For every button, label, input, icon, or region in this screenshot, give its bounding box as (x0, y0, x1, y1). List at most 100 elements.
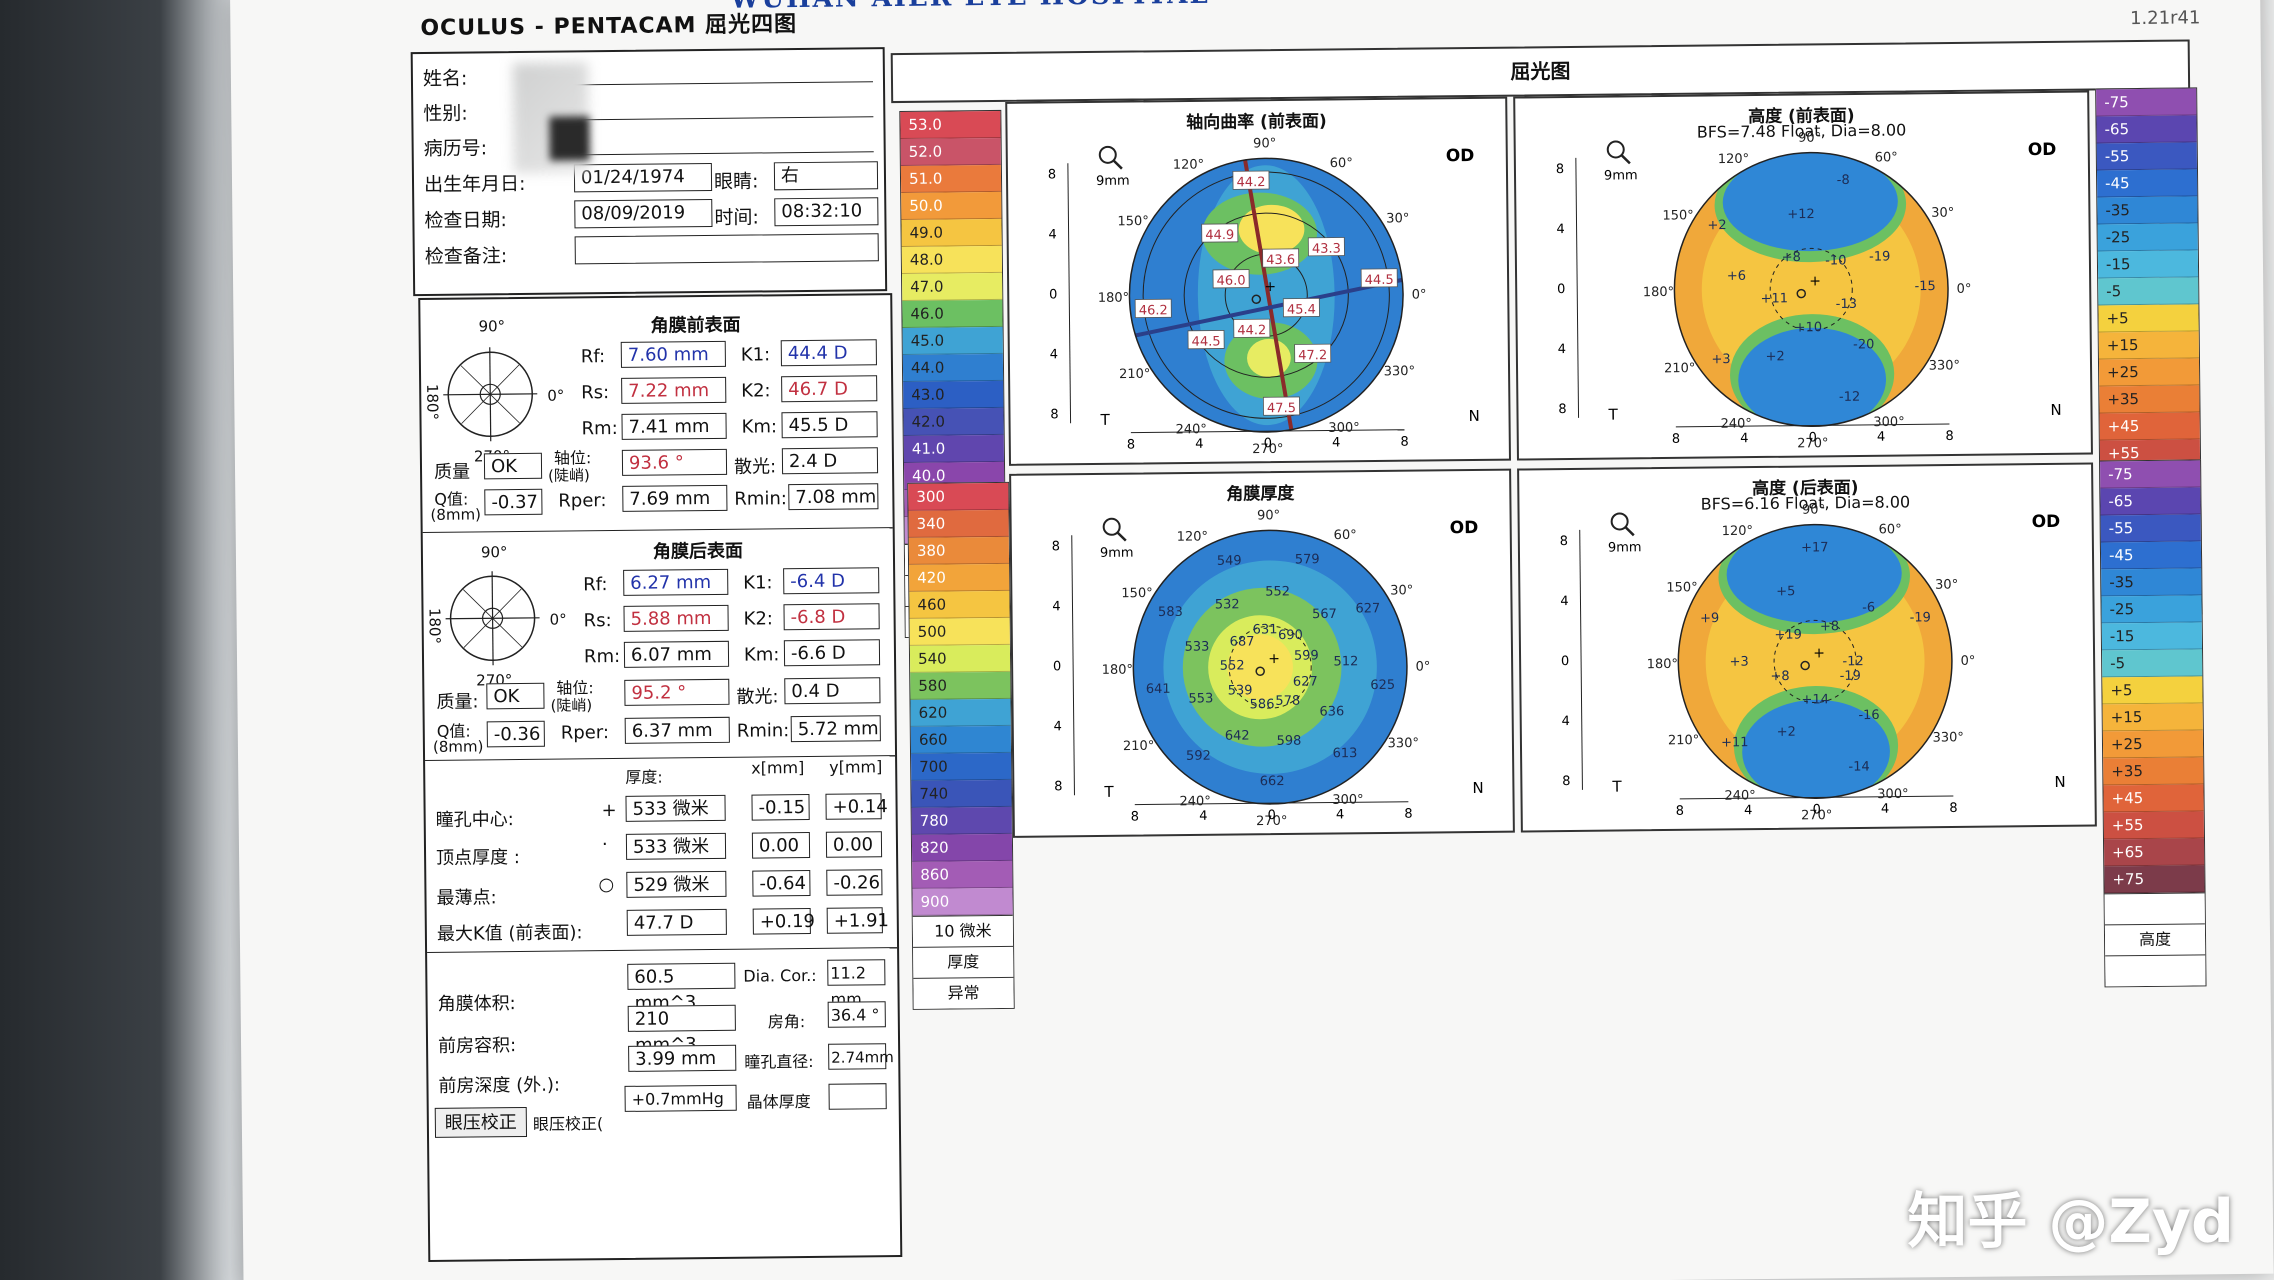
pachy-row-x: -0.15 (751, 793, 810, 821)
iop-correction-button[interactable]: 眼压校正 (434, 1106, 528, 1138)
post-rper-value: 6.37 mm (624, 716, 730, 744)
map-value: +8 (1782, 250, 1801, 265)
post-rs-value: 5.88 mm (623, 604, 729, 632)
ant-quality-label: 质量 (433, 461, 471, 483)
post-astig-value: 0.4 D (784, 677, 881, 705)
ant-k1-label: K1: (740, 344, 771, 366)
map-value-box (1134, 298, 1172, 318)
nasal-label: N (2050, 401, 2061, 419)
zoom-icon[interactable] (1102, 517, 1127, 542)
map-value: 625 (1370, 678, 1395, 693)
vertical-axis (1575, 157, 1580, 418)
scale-cell: -15 (2101, 622, 2203, 651)
y-tick-label: 4 (1560, 594, 1568, 609)
map-value: +11 (1761, 291, 1789, 306)
y-tick-label: 4 (1048, 227, 1056, 242)
zoom-icon[interactable] (1610, 512, 1635, 537)
y-tick-label: 8 (1050, 407, 1058, 422)
angle-label: 90° (1257, 508, 1280, 523)
ant-quality-value: OK (483, 452, 543, 480)
y-tick-label: 8 (1562, 774, 1570, 789)
eye-label: OD (1450, 518, 1479, 538)
map-value: 687 (1230, 634, 1255, 649)
ant-rper-label: Rper: (558, 490, 607, 512)
angle-label: 90° (1253, 136, 1276, 151)
map-value: 47.5 (1267, 401, 1296, 416)
post-km-label: Km: (743, 644, 780, 666)
x-tick-label: 4 (1877, 430, 1885, 445)
pentacam-report-sheet: OCULUS - PENTACAM 屈光四图 WUHAN AIER EYE HO… (230, 0, 2274, 1280)
pachy-row-x: +0.19 (752, 907, 815, 935)
map-value: 44.5 (1365, 273, 1394, 288)
angle-value: 36.4 ° (827, 1001, 886, 1028)
map-value: 627 (1293, 674, 1318, 689)
pachy-row-y: +0.14 (825, 793, 888, 820)
posterior-elevation-map-panel[interactable]: 高度 (后表面) BFS=6.16 Float, Dia=8.00 90° 60° 30… (1517, 462, 2097, 833)
chamber-volume-label: 前房容积: (437, 1035, 517, 1057)
map-value: +8 (1820, 619, 1839, 634)
hospital-name: WUHAN AIER EYE HOSPITAL (730, 0, 1210, 15)
pachy-row-symbol: · (601, 834, 608, 856)
pachy-row-label: 最大K值 (前表面): (436, 922, 583, 945)
map-value: +14 (1801, 692, 1829, 707)
y-tick-label: 4 (1050, 347, 1058, 362)
post-q-sub: (8mm) (432, 737, 484, 756)
map-value: +2 (1777, 725, 1796, 740)
angle-label: 90° (1798, 131, 1821, 146)
scale-cell: 50.0 (901, 191, 1002, 220)
angle-label: 210° (1119, 367, 1150, 382)
map-value: +3 (1729, 655, 1748, 670)
map-value: 46.2 (1139, 303, 1168, 318)
scale-cell: 620 (910, 698, 1011, 727)
y-tick-label: 8 (1054, 779, 1062, 794)
time-value: 08:32:10 (774, 197, 879, 227)
axial-curvature-map-panel[interactable]: 轴向曲率 (前表面) 90° 60° 30° 0° 330° 300° 270° 240° 210… (1005, 96, 1511, 466)
pachy-row-thickness: 529 微米 (626, 870, 727, 898)
map-value: +3 (1711, 352, 1730, 367)
post-rm-label: Rm: (583, 645, 621, 668)
x-tick-label: 4 (1744, 803, 1752, 818)
scale-cell: +75 (2104, 865, 2205, 894)
anterior-elevation-map-panel[interactable]: 高度 (前表面) BFS=7.48 Float, Dia=8.00 90° 60° 30… (1513, 90, 2093, 461)
chamber-depth-value: 3.99 mm (628, 1044, 737, 1072)
map-value: 592 (1186, 749, 1211, 764)
zoom-icon[interactable] (1098, 145, 1123, 170)
map-value: -13 (1836, 297, 1857, 312)
ant-axis-value: 93.6 ° (621, 448, 728, 476)
dob-value: 01/24/1974 (573, 162, 713, 193)
ant-q-value: -0.37 (484, 488, 543, 516)
angle-label: 60° (1334, 528, 1357, 543)
scale-cell: 42.0 (903, 407, 1004, 436)
thickness-map-panel[interactable]: 角膜厚度 90° 60° 30° 0° 330° 300° 270° 240° 210° 180° 1… (1009, 468, 1515, 838)
map-value: 631 (1253, 622, 1278, 637)
post-km-value: -6.6 D (783, 639, 881, 667)
x-tick-label: 8 (1127, 438, 1135, 453)
x-tick-label: 4 (1332, 435, 1340, 450)
map-zone (1722, 152, 1898, 252)
y-tick-label: 0 (1049, 287, 1057, 302)
map-canvas: 90° 60° 30° 0° 330° 300° 270° 240° 210° 180° 150° 1… (1052, 508, 1484, 829)
map-value: -8 (1837, 173, 1850, 188)
angle-label: 120° (1177, 529, 1208, 544)
map-canvas: 90° 60° 30° 0° 330° 300° 270° 240° 210° 180° 150° 1… (1048, 136, 1480, 457)
x-tick-label: 4 (1336, 807, 1344, 822)
pupil-dia-label: 瞳孔直径: (744, 1051, 814, 1072)
scale-cell: +25 (2102, 730, 2204, 759)
map-zone (1726, 524, 1902, 624)
map-value: +10 (1795, 320, 1823, 335)
map-value: 45.4 (1287, 302, 1316, 317)
zoom-icon[interactable] (1606, 140, 1631, 165)
post-rs-label: Rs: (583, 610, 612, 632)
thickness-scale: 300 340 380 420 460 500 540 580 620 660 700 740 780 8… (907, 481, 1015, 1010)
post-k1-value: -6.4 D (783, 567, 880, 595)
patient-info-panel: 姓名: 性别: 病历号: 出生年月日: 01/24/1974 眼睛: 右 检查日… (410, 47, 888, 297)
pachy-row-thickness: 47.7 D (626, 908, 727, 936)
scale-cell: 820 (911, 833, 1013, 862)
map-value-box (1262, 396, 1300, 416)
scale-cell: +5 (2098, 304, 2199, 333)
ant-rs-label: Rs: (581, 382, 610, 404)
corneal-volume-value: 60.5 mm^3 (627, 962, 736, 1014)
eye-label: OD (2032, 512, 2061, 532)
angle-label: 330° (1388, 736, 1419, 751)
angle-label: 300° (1328, 421, 1359, 436)
